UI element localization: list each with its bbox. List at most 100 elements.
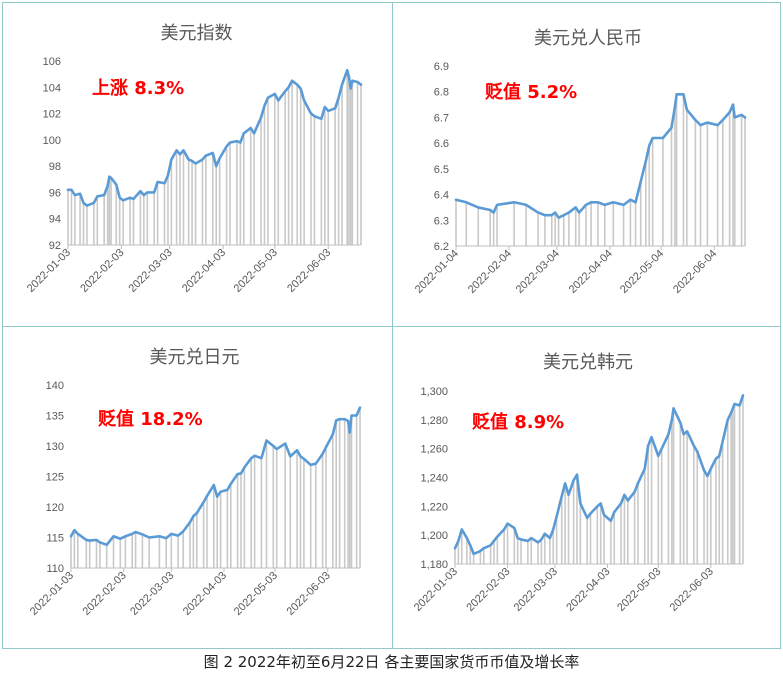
usd-krw-bar: [742, 395, 744, 564]
usd-jpy-bar: [206, 496, 208, 568]
usd-krw-chart: 美元兑韩元 1,180 1,200 1,220 1,240 1,260 1,280 1,300…: [399, 338, 777, 636]
usd-jpy-bar: [73, 530, 76, 568]
usd-jpy-bar: [296, 450, 298, 568]
usd-cny-bar: [544, 215, 546, 246]
usd-index-bar: [115, 184, 118, 245]
usd-krw-bar: [493, 540, 495, 564]
usd-krw-bar: [537, 542, 539, 565]
usd-cny-bar: [699, 125, 702, 246]
usd-jpy-bar: [275, 449, 278, 568]
y-tick-label: 94: [49, 214, 61, 226]
usd-jpy-bar: [134, 532, 137, 568]
usd-index-bar: [191, 160, 193, 245]
y-tick-label: 6.5: [434, 164, 449, 176]
usd-cny-bar: [732, 104, 734, 246]
usd-jpy-bar: [289, 456, 292, 568]
y-tick-label: 1,240: [420, 473, 448, 485]
usd-krw-bar: [633, 491, 636, 564]
usd-jpy-change-annotation: 贬值 18.2%: [98, 408, 203, 430]
usd-cny-bar: [740, 114, 743, 246]
usd-cny-bar: [645, 161, 647, 246]
chart-panel-usd-cny: 美元兑人民币 6.2 6.3 6.4 6.5 6.6 6.7 6.8 6.9 2022-01-04…: [399, 14, 777, 317]
usd-index-bar: [218, 158, 221, 245]
usd-krw-bar: [718, 455, 721, 565]
usd-krw-title: 美元兑韩元: [543, 352, 633, 373]
usd-index-bar: [310, 113, 312, 245]
usd-krw-bar: [647, 445, 649, 564]
usd-jpy-bar: [202, 502, 205, 568]
usd-cny-chart: 美元兑人民币6.26.36.46.56.66.76.86.92022-01-04…: [399, 14, 777, 317]
usd-jpy-bar: [95, 539, 98, 568]
y-tick-label: 1,280: [420, 415, 448, 427]
grid-divider-vertical: [392, 3, 393, 648]
usd-jpy-bar: [347, 420, 349, 568]
usd-index-bar: [106, 185, 109, 245]
usd-cny-bar: [733, 117, 736, 247]
usd-krw-bar: [567, 494, 570, 564]
usd-krw-bar: [715, 458, 717, 564]
usd-jpy-bar: [105, 544, 108, 568]
usd-jpy-bar: [250, 458, 252, 568]
usd-index-bar: [349, 88, 352, 245]
usd-index-bar: [291, 80, 293, 246]
usd-jpy-bar: [216, 496, 218, 568]
usd-cny-bar: [662, 138, 664, 246]
usd-jpy-bar: [350, 415, 353, 568]
usd-jpy-bar: [196, 513, 198, 568]
usd-jpy-bar: [192, 516, 195, 568]
y-tick-label: 130: [46, 441, 64, 453]
usd-index-bar: [327, 110, 330, 245]
usd-index-bar: [346, 70, 349, 245]
usd-cny-line: [454, 92, 747, 220]
usd-krw-bar: [667, 434, 670, 564]
y-tick-label: 100: [43, 135, 61, 147]
usd-jpy-bar: [124, 536, 127, 568]
usd-index-bar: [263, 105, 266, 245]
usd-jpy-bar: [303, 458, 305, 568]
usd-krw-bar: [516, 538, 519, 564]
usd-krw-bar: [540, 539, 543, 564]
usd-index-bar: [86, 205, 88, 245]
usd-index-bar: [337, 97, 340, 245]
usd-index-bar: [129, 197, 131, 245]
usd-index-bar: [324, 107, 326, 245]
usd-krw-bar: [650, 437, 653, 564]
usd-index-bar: [243, 133, 245, 245]
usd-krw-bar: [686, 431, 688, 564]
usd-jpy-bar: [309, 464, 312, 568]
usd-jpy-bar: [272, 446, 275, 568]
usd-jpy-bar: [359, 407, 361, 568]
usd-jpy-bar: [325, 447, 327, 568]
usd-jpy-bar: [85, 539, 88, 568]
usd-cny-bar: [455, 199, 457, 246]
y-tick-label: 140: [46, 380, 64, 392]
y-tick-label: 6.2: [434, 241, 449, 253]
usd-krw-bar: [479, 551, 482, 564]
usd-krw-bar: [726, 419, 729, 564]
usd-jpy-bar: [219, 491, 222, 568]
usd-cny-bar: [554, 212, 556, 246]
usd-cny-bar: [706, 122, 709, 246]
usd-jpy-bar: [177, 535, 179, 568]
usd-cny-bar: [728, 112, 731, 246]
usd-jpy-bar: [315, 463, 317, 568]
usd-cny-title: 美元兑人民币: [534, 28, 642, 49]
usd-index-bar: [351, 80, 354, 246]
usd-index-bar: [103, 195, 105, 245]
usd-krw-bar: [643, 468, 646, 564]
y-tick-label: 98: [49, 161, 61, 173]
y-tick-label: 6.7: [434, 112, 449, 124]
usd-jpy-bar: [170, 533, 173, 568]
usd-krw-bar: [721, 441, 724, 564]
usd-krw-bar: [703, 470, 705, 564]
usd-index-bar: [287, 87, 290, 245]
usd-krw-bar: [496, 536, 499, 564]
usd-krw-bar: [596, 506, 599, 564]
usd-cny-bar: [557, 217, 560, 246]
usd-index-bar: [153, 192, 155, 245]
usd-cny-bar: [675, 94, 678, 246]
usd-cny-bar: [686, 109, 688, 247]
usd-cny-bar: [670, 127, 673, 246]
usd-jpy-bar: [332, 434, 334, 568]
chart-grid: [2, 2, 781, 649]
